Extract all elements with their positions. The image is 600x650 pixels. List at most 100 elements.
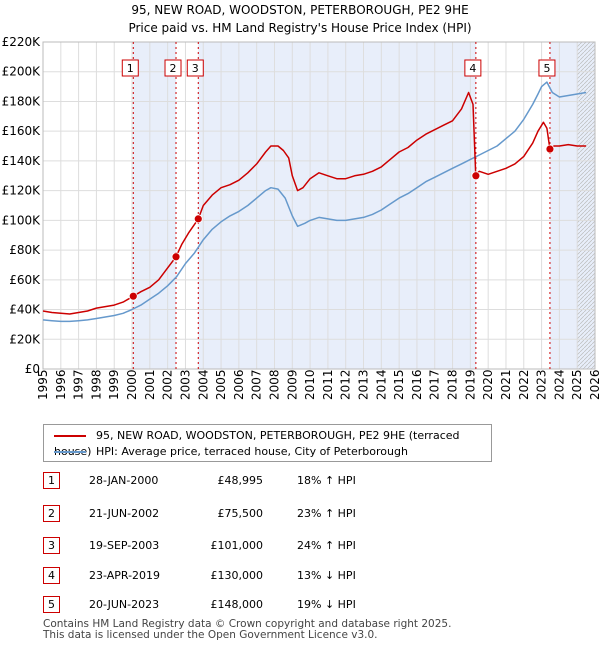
sale-marker-label: 3	[192, 62, 199, 75]
transaction-hpi: 19% ↓ HPI	[297, 598, 356, 611]
transaction-hpi: 24% ↑ HPI	[297, 539, 356, 552]
chart-title: 95, NEW ROAD, WOODSTON, PETERBOROUGH, PE…	[0, 1, 600, 37]
x-tick-label: 2010	[303, 369, 317, 400]
x-tick-label: 2001	[143, 369, 157, 400]
transaction-price: £48,995	[217, 474, 264, 487]
ownership-shade	[133, 42, 177, 369]
sale-point	[128, 291, 138, 301]
transaction-date: 20-JUN-2023	[89, 598, 160, 611]
y-tick-label: £180K	[2, 94, 42, 108]
transaction-price: £130,000	[210, 569, 264, 582]
y-tick-label: £160K	[2, 124, 42, 138]
transaction-row: 5 20-JUN-2023 £148,000 19% ↓ HPI	[43, 596, 583, 613]
transaction-row: 3 19-SEP-2003 £101,000 24% ↑ HPI	[43, 537, 583, 554]
subtitle-line: Price paid vs. HM Land Registry's House …	[128, 21, 472, 35]
x-tick-label: 2013	[357, 369, 371, 400]
transaction-marker: 1	[43, 472, 60, 489]
y-tick-label: £20K	[9, 332, 41, 346]
transaction-date: 28-JAN-2000	[89, 474, 159, 487]
x-tick-label: 2025	[570, 369, 584, 400]
x-tick-label: 2018	[446, 369, 460, 400]
sale-point	[171, 252, 181, 262]
transaction-price: £148,000	[210, 598, 264, 611]
x-tick-label: 2014	[374, 369, 388, 400]
transaction-marker: 5	[43, 596, 60, 613]
sale-marker-box	[538, 59, 556, 77]
copyright-line: Contains HM Land Registry data © Crown c…	[43, 618, 452, 630]
transaction-date: 19-SEP-2003	[89, 539, 160, 552]
x-tick-label: 2023	[535, 369, 549, 400]
y-tick-label: £220K	[2, 35, 42, 49]
y-tick-label: £40K	[9, 303, 41, 317]
x-tick-label: 2003	[178, 369, 192, 400]
x-tick-label: 1999	[107, 369, 121, 400]
y-tick-label: £0	[25, 362, 40, 376]
transaction-price: £75,500	[217, 507, 264, 520]
transaction-hpi: 13% ↓ HPI	[297, 569, 356, 582]
y-tick-label: £80K	[9, 243, 41, 257]
y-tick-label: £140K	[2, 154, 42, 168]
transaction-date: 23-APR-2019	[89, 569, 161, 582]
x-tick-label: 2015	[392, 369, 406, 400]
legend-item-hpi: HPI: Average price, terraced house, City…	[54, 444, 408, 460]
x-tick-label: 2007	[250, 369, 264, 400]
hpi-line	[42, 81, 587, 323]
x-tick-label: 2011	[321, 369, 335, 400]
x-tick-label: 2026	[588, 369, 600, 400]
forecast-hatch	[577, 42, 595, 369]
x-tick-label: 2004	[196, 369, 210, 400]
transaction-row: 4 23-APR-2019 £130,000 13% ↓ HPI	[43, 567, 583, 584]
transaction-hpi: 18% ↑ HPI	[297, 474, 356, 487]
x-tick-label: 2022	[517, 369, 531, 400]
ownership-shade	[198, 42, 476, 369]
sale-marker-box	[464, 59, 482, 77]
x-tick-label: 1997	[72, 369, 86, 400]
transaction-row: 1 28-JAN-2000 £48,995 18% ↑ HPI	[43, 472, 583, 489]
licence-line: This data is licensed under the Open Gov…	[43, 629, 378, 641]
x-tick-label: 2017	[428, 369, 442, 400]
y-tick-label: £200K	[2, 65, 42, 79]
transaction-marker: 2	[43, 505, 60, 522]
transaction-hpi: 23% ↑ HPI	[297, 507, 356, 520]
x-tick-label: 2002	[161, 369, 175, 400]
plot-frame	[42, 41, 596, 370]
x-tick-label: 2019	[463, 369, 477, 400]
legend-swatch-hpi	[54, 451, 86, 453]
x-tick-label: 2012	[339, 369, 353, 400]
sale-marker-label: 5	[543, 62, 550, 75]
footer: Contains HM Land Registry data © Crown c…	[43, 619, 451, 641]
price-chart: £0 £20K £40K £60K £80K £100K £120K £140K £160K £1…	[2, 35, 600, 400]
x-tick-label: 2024	[552, 369, 566, 400]
x-tick-label: 1995	[36, 369, 50, 400]
legend-label-hpi: HPI: Average price, terraced house, City…	[96, 445, 408, 458]
sale-marker-label: 1	[127, 62, 134, 75]
transaction-price: £101,000	[210, 539, 264, 552]
sale-marker-box	[121, 59, 139, 77]
x-tick-label: 2021	[499, 369, 513, 400]
x-tick-label: 2006	[232, 369, 246, 400]
transaction-marker: 3	[43, 537, 60, 554]
transaction-date: 21-JUN-2002	[89, 507, 160, 520]
y-tick-label: £100K	[2, 213, 42, 227]
x-tick-label: 2005	[214, 369, 228, 400]
transaction-marker: 4	[43, 567, 60, 584]
sale-marker-box	[164, 59, 182, 77]
transaction-row: 2 21-JUN-2002 £75,500 23% ↑ HPI	[43, 505, 583, 522]
legend-swatch-property	[54, 435, 86, 437]
sale-marker-box	[186, 59, 204, 77]
x-tick-label: 2016	[410, 369, 424, 400]
x-tick-label: 2020	[481, 369, 495, 400]
legend-item-property: 95, NEW ROAD, WOODSTON, PETERBOROUGH, PE…	[54, 428, 491, 458]
title-line: 95, NEW ROAD, WOODSTON, PETERBOROUGH, PE…	[131, 3, 469, 17]
sale-point	[471, 171, 481, 181]
x-tick-label: 1998	[89, 369, 103, 400]
sale-marker-label: 4	[469, 62, 476, 75]
y-tick-label: £120K	[2, 184, 42, 198]
y-tick-label: £60K	[9, 273, 41, 287]
x-tick-label: 2000	[125, 369, 139, 400]
sale-marker-label: 2	[170, 62, 177, 75]
x-tick-label: 2008	[267, 369, 281, 400]
legend: 95, NEW ROAD, WOODSTON, PETERBOROUGH, PE…	[43, 424, 492, 462]
x-tick-label: 1996	[54, 369, 68, 400]
sale-point	[193, 214, 203, 224]
